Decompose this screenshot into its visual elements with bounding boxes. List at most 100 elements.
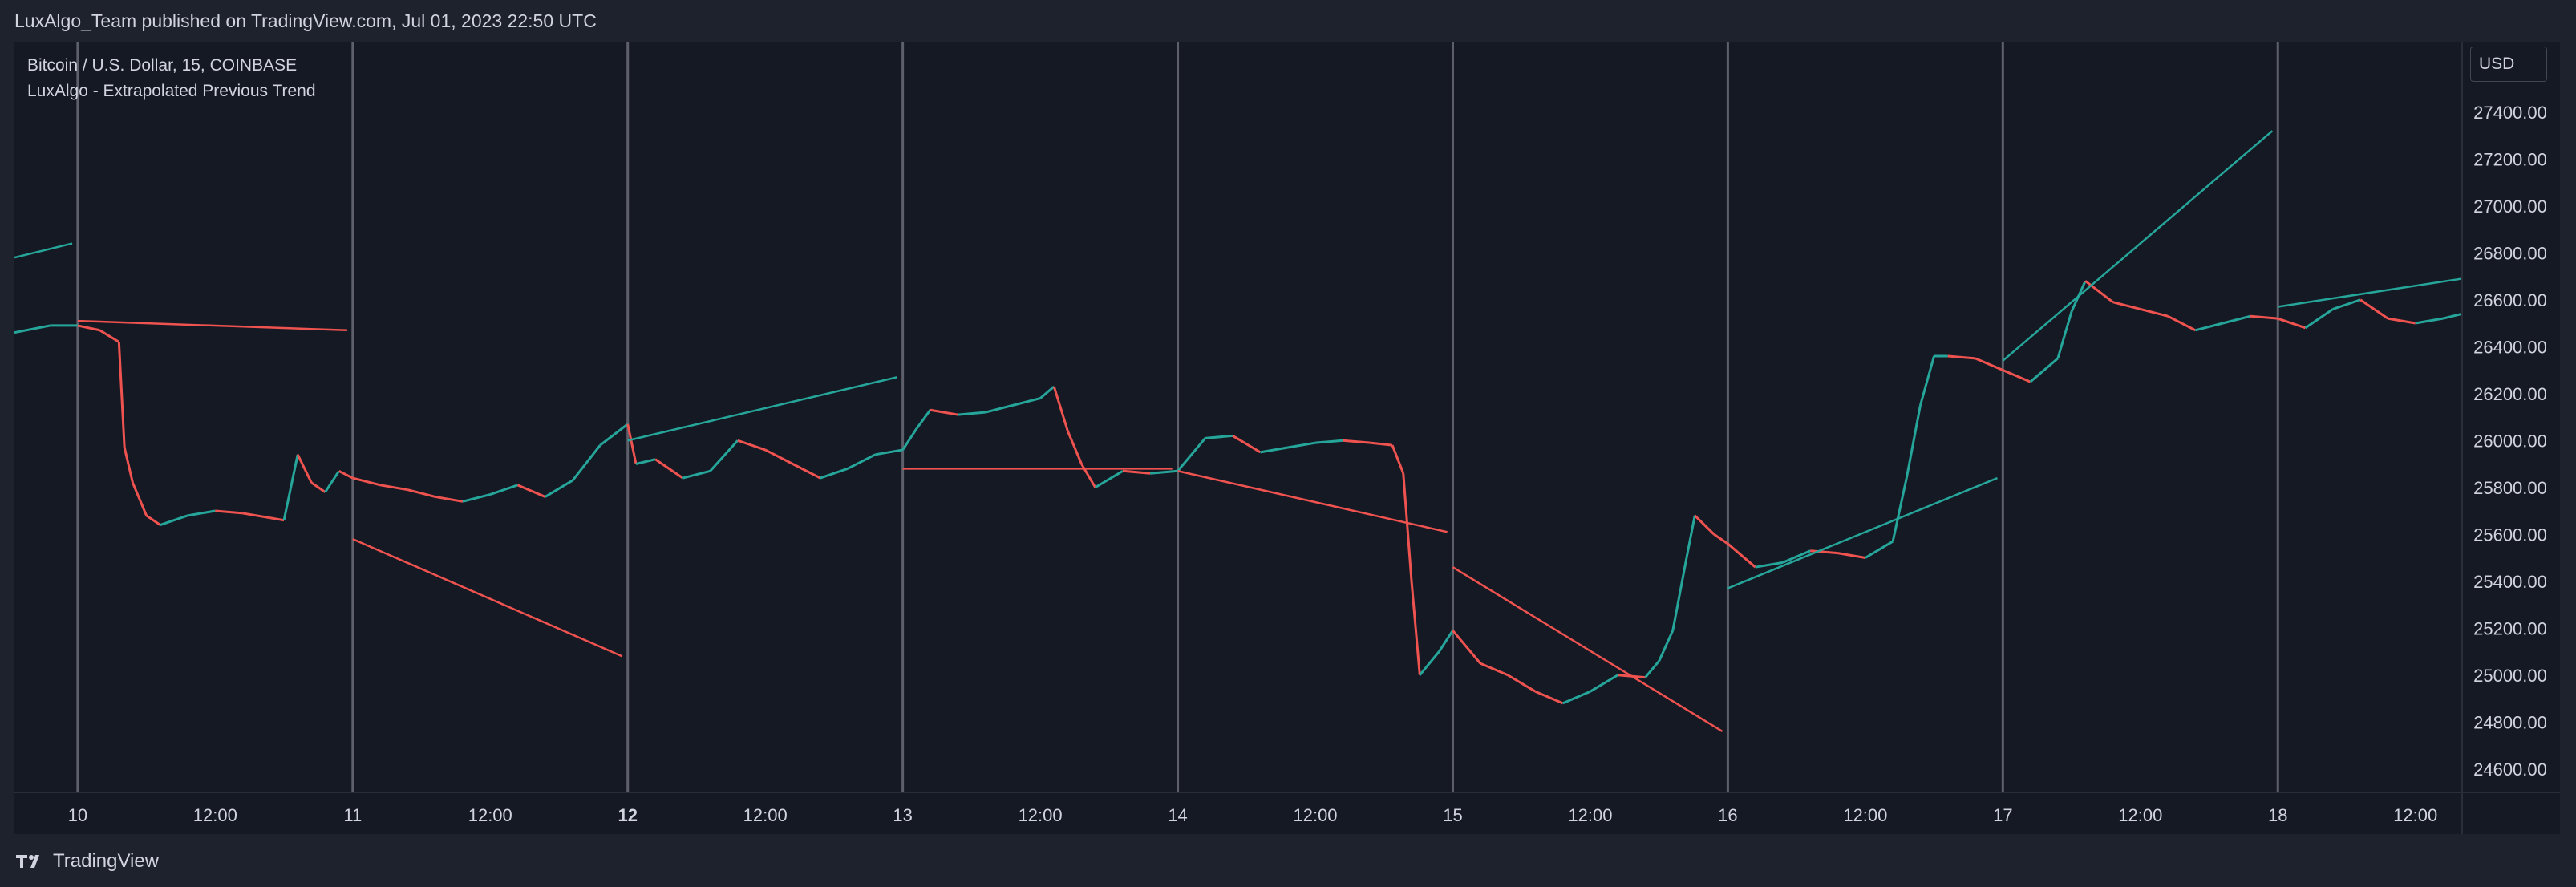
- price-series: [14, 280, 2463, 705]
- price-segment: [1080, 463, 1096, 488]
- price-segment: [599, 423, 629, 447]
- price-segment: [2442, 312, 2463, 320]
- price-segment: [1507, 674, 1537, 693]
- price-segment: [1452, 630, 1481, 665]
- price-segment: [1402, 473, 1413, 581]
- price-segment: [1232, 435, 1262, 454]
- chart-area[interactable]: 10 12:00 11 12:00 12 12:00 13 12:00 14 12:00 15 12:…: [14, 42, 2560, 834]
- price-segment: [379, 484, 408, 492]
- price-tick-label: 25200.00: [2473, 618, 2547, 638]
- price-segment: [1727, 542, 1756, 569]
- price-segment: [847, 453, 877, 470]
- price-segment: [985, 403, 1014, 414]
- time-tick-label: 15: [1443, 805, 1462, 825]
- price-segment: [160, 514, 188, 526]
- footer-brand[interactable]: TradingView: [14, 847, 159, 876]
- price-segment: [2304, 308, 2334, 330]
- price-segment: [1947, 354, 1976, 360]
- price-segment: [2029, 357, 2059, 383]
- price-segment: [1975, 357, 2003, 371]
- trend-line: [2002, 130, 2274, 362]
- price-segment: [2332, 298, 2361, 310]
- price-segment: [1891, 477, 1908, 542]
- session-separators: [76, 42, 2279, 792]
- time-tick-label: 14: [1168, 805, 1187, 825]
- indicator-title[interactable]: LuxAlgo - Extrapolated Previous Trend: [27, 82, 316, 100]
- price-segment: [324, 470, 340, 493]
- price-tick-label: 26000.00: [2473, 431, 2547, 451]
- price-segment: [915, 409, 932, 430]
- price-segment: [2002, 369, 2031, 383]
- chart-legend: Bitcoin / U.S. Dollar, 15, COINBASE LuxA…: [27, 53, 316, 104]
- time-tick-label: 12:00: [1019, 805, 1063, 825]
- price-segment: [1685, 515, 1696, 558]
- price-segment: [709, 439, 739, 472]
- price-segment: [1755, 561, 1784, 569]
- price-segment: [2250, 314, 2278, 320]
- price-segment: [1094, 469, 1124, 489]
- price-segment: [792, 463, 821, 480]
- trend-line: [627, 376, 898, 442]
- price-segment: [489, 484, 519, 496]
- price-segment: [2194, 322, 2224, 332]
- price-segment: [1534, 690, 1564, 705]
- price-segment: [1865, 540, 1894, 559]
- price-segment: [1391, 444, 1405, 474]
- price-segment: [1919, 355, 1936, 406]
- price-segment: [132, 482, 148, 516]
- price-tick-label: 24800.00: [2473, 712, 2547, 732]
- price-segment: [1810, 549, 1838, 555]
- price-segment: [242, 512, 271, 520]
- price-segment: [545, 479, 573, 498]
- price-segment: [215, 509, 243, 515]
- price-segment: [2056, 310, 2073, 359]
- price-segment: [1205, 434, 1233, 439]
- price-tick-label: 26600.00: [2473, 290, 2547, 310]
- price-segment: [117, 342, 126, 448]
- price-segment: [875, 448, 903, 456]
- symbol-title[interactable]: Bitcoin / U.S. Dollar, 15, COINBASE: [27, 56, 298, 75]
- trend-line: [1452, 566, 1723, 733]
- price-segment: [1122, 469, 1151, 475]
- price-segment: [435, 495, 464, 503]
- tradingview-logo-icon: [16, 855, 39, 868]
- time-tick-label: 10: [68, 805, 87, 825]
- price-axis[interactable]: 24600.00 24800.00 25000.00 25200.00 25400.00…: [2473, 103, 2547, 780]
- price-segment: [407, 488, 436, 498]
- price-segment: [269, 516, 285, 522]
- trend-line: [14, 242, 73, 259]
- price-segment: [682, 469, 711, 480]
- time-tick-label: 17: [1993, 805, 2012, 825]
- price-chart[interactable]: 10 12:00 11 12:00 12 12:00 13 12:00 14 12:00 15 12:…: [14, 42, 2560, 834]
- price-segment: [123, 447, 134, 484]
- publish-info-bar: LuxAlgo_Team published on TradingView.co…: [0, 0, 2576, 42]
- price-segment: [737, 439, 766, 452]
- time-tick-label: 16: [1718, 805, 1737, 825]
- price-segment: [1314, 439, 1343, 444]
- price-tick-label: 27400.00: [2473, 103, 2547, 123]
- time-tick-label: 12:00: [743, 805, 788, 825]
- axes: [14, 42, 2560, 834]
- time-axis[interactable]: 10 12:00 11 12:00 12 12:00 13 12:00 14 12:00 15 12:…: [68, 805, 2438, 825]
- time-tick-label: 12:00: [1568, 805, 1612, 825]
- time-tick-label: 12:00: [468, 805, 512, 825]
- price-segment: [1562, 690, 1591, 705]
- time-tick-label: 12:00: [2393, 805, 2437, 825]
- price-segment: [1052, 386, 1069, 431]
- price-tick-label: 25600.00: [2473, 525, 2547, 545]
- time-tick-label: 12:00: [2118, 805, 2162, 825]
- price-segment: [1644, 660, 1660, 678]
- trend-line: [1727, 476, 1998, 589]
- price-segment: [99, 329, 120, 343]
- currency-button[interactable]: USD: [2470, 47, 2547, 82]
- price-segment: [1782, 549, 1811, 564]
- price-segment: [654, 458, 684, 480]
- trend-line: [77, 319, 347, 332]
- trend-line: [2278, 277, 2463, 308]
- trend-line: [1177, 470, 1448, 533]
- time-tick-label: 18: [2268, 805, 2287, 825]
- time-tick-label: 12:00: [1293, 805, 1337, 825]
- time-tick-label: 12:00: [1843, 805, 1887, 825]
- price-tick-label: 26200.00: [2473, 384, 2547, 404]
- price-segment: [516, 484, 546, 498]
